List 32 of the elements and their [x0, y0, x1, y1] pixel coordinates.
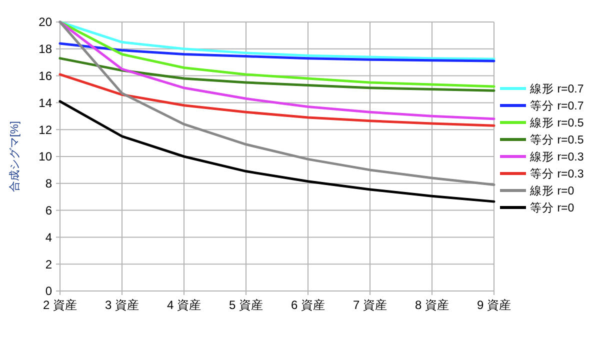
- legend-label: 等分 r=0: [530, 202, 574, 215]
- x-tick-label: 4 資産: [166, 298, 202, 312]
- x-tick-label: 2 資産: [42, 298, 78, 312]
- legend-label: 等分 r=0.7: [530, 100, 584, 113]
- x-tick-label: 9 資産: [476, 298, 512, 312]
- line-series: [58, 42, 496, 62]
- x-tick-label: 6 資産: [290, 298, 326, 312]
- legend-label: 線形 r=0.3: [529, 150, 584, 164]
- line-series: [58, 57, 496, 92]
- y-axis-title: 合成シグマ[%]: [8, 121, 21, 192]
- y-tick-label: 10: [38, 150, 52, 164]
- line-series: [58, 100, 496, 203]
- legend-label: 等分 r=0.5: [530, 134, 584, 147]
- legend-label: 線形 r=0: [529, 184, 574, 198]
- y-tick-label: 0: [45, 284, 52, 298]
- x-tick-label: 3 資産: [104, 298, 140, 312]
- x-tick-label: 7 資産: [352, 298, 388, 312]
- y-tick-label: 12: [38, 122, 52, 137]
- line-series: [58, 73, 496, 127]
- y-tick-label: 14: [38, 96, 52, 110]
- y-tick-label: 4: [45, 230, 52, 244]
- x-tick-label: 5 資産: [228, 298, 264, 312]
- y-tick-label: 18: [38, 42, 52, 56]
- x-tick-label: 8 資産: [414, 298, 450, 312]
- y-tick-label: 16: [38, 69, 52, 83]
- legend-label: 線形 r=0.7: [529, 82, 584, 96]
- legend-label: 等分 r=0.3: [530, 168, 584, 181]
- legend-label: 線形 r=0.5: [529, 116, 584, 130]
- y-tick-label: 20: [38, 15, 52, 30]
- y-tick-label: 6: [45, 204, 52, 218]
- y-tick-label: 2: [45, 257, 52, 272]
- y-tick-label: 8: [45, 176, 52, 191]
